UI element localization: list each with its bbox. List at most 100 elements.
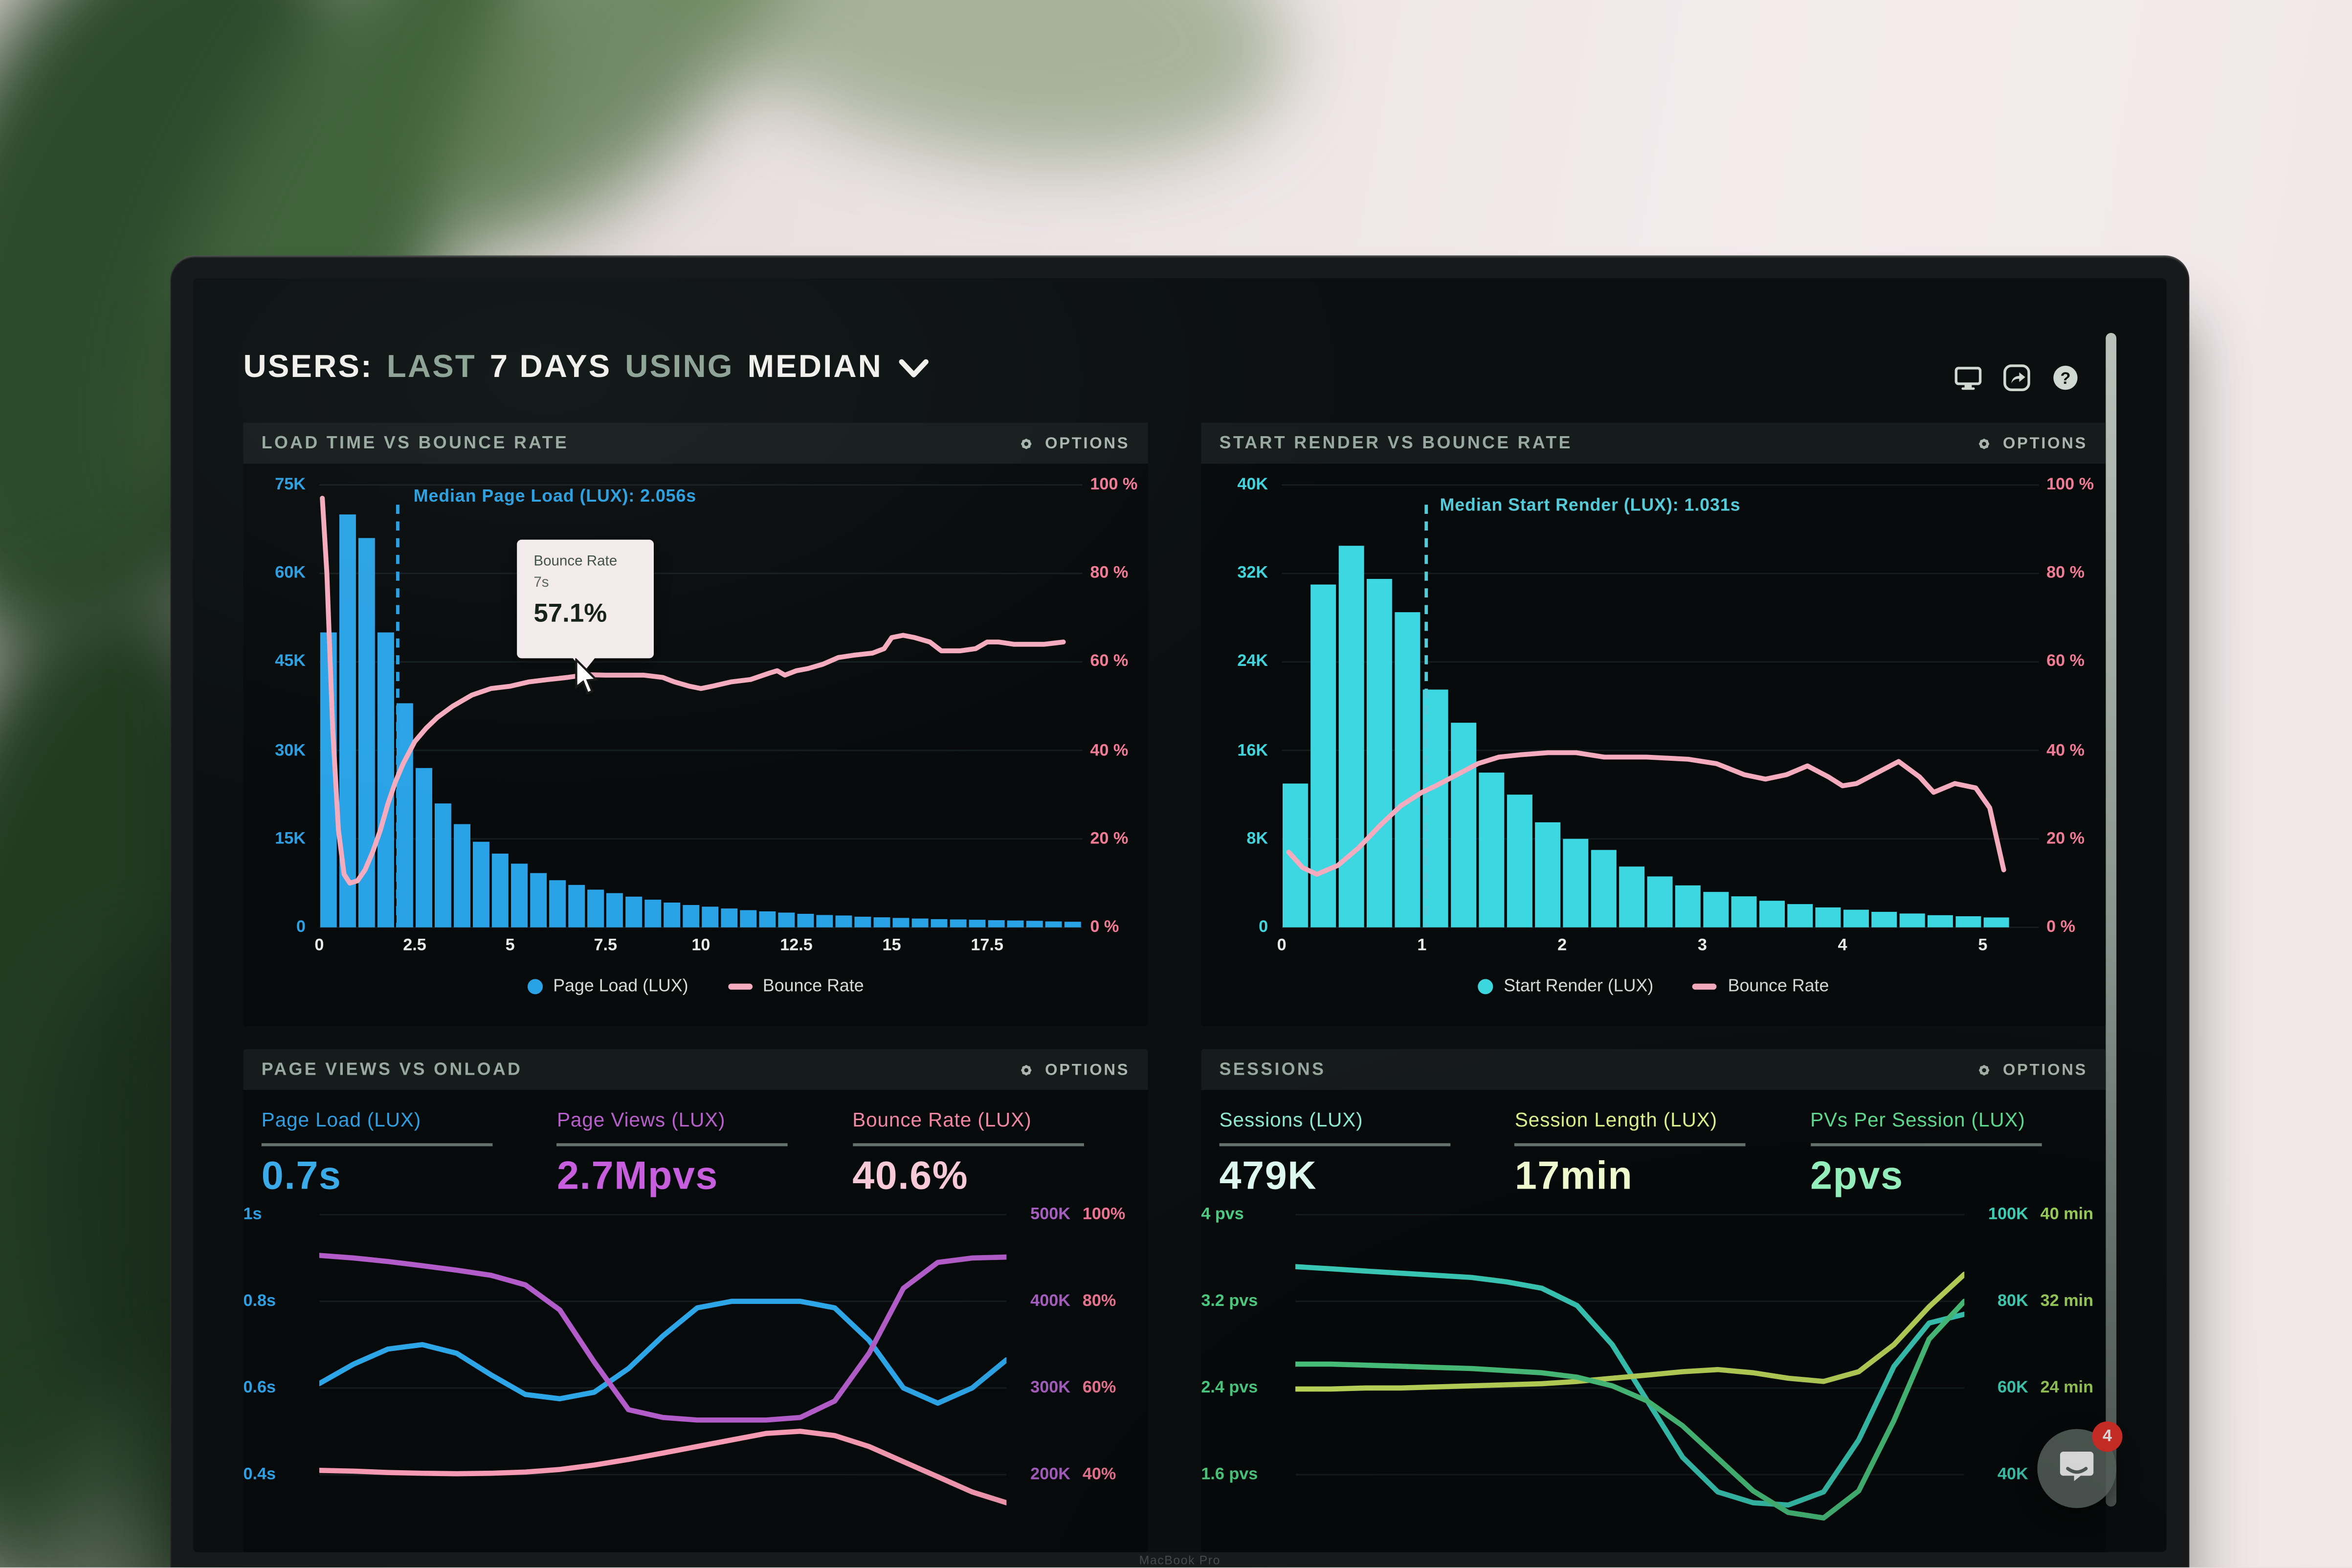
laptop-chin: MacBook Pro [193, 1552, 2167, 1568]
axis-tick-label: 2.4 pvs [1201, 1379, 1258, 1397]
y-axis-left: 75K 60K 45K 30K 15K 0 [243, 476, 319, 936]
metric-underline [261, 1143, 493, 1147]
plant-leaf-blur [629, 0, 1317, 215]
options-button[interactable]: OPTIONS [1018, 1060, 1130, 1079]
panel-load-time-vs-bounce-rate: LOAD TIME VS BOUNCE RATE OPTIONS 75K 60K 4… [243, 422, 1148, 1026]
axis-tick-label: 0.6s [243, 1379, 276, 1397]
metric-summary-row: Sessions (LUX) 479K Session Length (LUX)… [1201, 1090, 2106, 1199]
metric-summary-row: Page Load (LUX) 0.7s Page Views (LUX) 2.… [243, 1090, 1148, 1199]
axis-tick-label: 1 [1417, 936, 1427, 955]
axis-tick-label: 24 min [2040, 1379, 2094, 1397]
x-axis: 0 2.5 5 7.5 10 12.5 15 17.5 [314, 936, 1083, 967]
chart-area: 4 pvs 3.2 pvs 2.4 pvs 1.6 pvs 100K 80K 60K 40K… [1201, 1189, 2106, 1552]
legend-label: Page Load (LUX) [553, 977, 688, 996]
help-icon[interactable]: ? [2051, 363, 2080, 392]
axis-tick-label: 40 % [1090, 741, 1129, 760]
panel-page-views-vs-onload: PAGE VIEWS VS ONLOAD OPTIONS Page Load (… [243, 1049, 1148, 1552]
title-using: USING [625, 350, 734, 385]
tooltip-value: 57.1% [533, 599, 607, 628]
legend-label: Start Render (LUX) [1504, 977, 1654, 996]
axis-tick-label: 80% [1082, 1292, 1116, 1311]
metric-label: Page Load (LUX) [261, 1108, 422, 1131]
legend-dash-icon [1693, 983, 1717, 990]
header-actions: ? [1953, 363, 2080, 392]
chat-bubble-icon [2060, 1452, 2094, 1481]
axis-tick-label: 200K [1030, 1465, 1070, 1484]
panel-title: START RENDER VS BOUNCE RATE [1219, 434, 1573, 453]
options-button[interactable]: OPTIONS [1975, 434, 2087, 452]
axis-tick-label: 3.2 pvs [1201, 1292, 1258, 1311]
y-axis-right: 100 % 80 % 60 % 40 % 20 % 0 % [2039, 476, 2106, 936]
metric-value: 2pvs [1810, 1152, 1904, 1198]
options-label: OPTIONS [2003, 434, 2088, 453]
metric-underline [557, 1143, 788, 1147]
load-time-chart [319, 484, 1083, 928]
axis-tick-label: 3 [1697, 936, 1707, 955]
options-button[interactable]: OPTIONS [1975, 1060, 2087, 1079]
y-axis-right-bounce: 100% 80% 60% 40% [1076, 1189, 1148, 1552]
axis-tick-label: 40% [1082, 1465, 1116, 1484]
axis-tick-label: 80 % [2046, 564, 2085, 583]
axis-tick-label: 60K [1997, 1379, 2028, 1397]
chat-widget-button[interactable]: 4 [2037, 1421, 2123, 1508]
metric-page-load: Page Load (LUX) 0.7s [261, 1108, 557, 1200]
axis-tick-label: 0.8s [243, 1292, 276, 1311]
options-button[interactable]: OPTIONS [1018, 434, 1130, 452]
options-label: OPTIONS [2003, 1060, 2088, 1079]
axis-tick-label: 0 [1259, 918, 1268, 937]
axis-tick-label: 0 % [2046, 918, 2076, 937]
axis-tick-label: 32 min [2040, 1292, 2094, 1311]
page-scrollbar[interactable] [2106, 332, 2117, 1507]
legend-dash-icon [728, 983, 753, 990]
axis-tick-label: 5 [1978, 936, 1988, 955]
page-views-chart [319, 1214, 1007, 1505]
axis-tick-label: 60K [275, 564, 306, 583]
metric-dropdown[interactable]: MEDIAN [748, 350, 930, 386]
tooltip-x-value: 7s [533, 574, 549, 592]
axis-tick-label: 1s [243, 1205, 262, 1224]
metric-value: 17min [1514, 1152, 1633, 1198]
axis-tick-label: 10 [691, 936, 710, 955]
laptop-brand-label: MacBook Pro [1139, 1553, 1221, 1567]
panel-header: LOAD TIME VS BOUNCE RATE OPTIONS [243, 422, 1148, 464]
legend-item-page-load[interactable]: Page Load (LUX) [527, 977, 688, 996]
panel-title: SESSIONS [1219, 1060, 1326, 1079]
axis-tick-label: 15K [275, 830, 306, 848]
axis-tick-label: 4 [1838, 936, 1847, 955]
axis-tick-label: 8K [1246, 830, 1268, 848]
axis-tick-label: 60 % [1090, 653, 1129, 671]
svg-text:?: ? [2060, 369, 2070, 388]
metric-pvs-per-session: PVs Per Session (LUX) 2pvs [1810, 1108, 2106, 1200]
display-icon[interactable] [1953, 363, 1982, 392]
options-label: OPTIONS [1045, 1060, 1130, 1079]
panel-sessions: SESSIONS OPTIONS Sessions (LUX) [1201, 1049, 2106, 1552]
legend: Start Render (LUX) Bounce Rate [1201, 977, 2106, 996]
metric-underline [1219, 1143, 1451, 1147]
legend-item-bounce-rate[interactable]: Bounce Rate [1693, 977, 1829, 996]
axis-tick-label: 60 % [2046, 653, 2085, 671]
axis-tick-label: 80K [1997, 1292, 2028, 1311]
axis-tick-label: 300K [1030, 1379, 1070, 1397]
dashboard-screen: USERS: LAST 7 DAYS USING MEDIAN [193, 278, 2167, 1552]
share-icon[interactable] [2002, 363, 2031, 392]
axis-tick-label: 45K [275, 653, 306, 671]
legend-item-start-render[interactable]: Start Render (LUX) [1478, 977, 1654, 996]
y-axis-right-views: 500K 400K 300K 200K [1006, 1189, 1073, 1552]
metric-value: 40.6% [852, 1152, 969, 1198]
tooltip: Bounce Rate 7s 57.1% [517, 539, 654, 672]
axis-tick-label: 40K [1237, 476, 1268, 494]
legend-item-bounce-rate[interactable]: Bounce Rate [728, 977, 864, 996]
gear-icon [1979, 438, 1990, 448]
chart-area: 75K 60K 45K 30K 15K 0 Median Page Load (LUX):… [243, 476, 1148, 936]
page-views-plot [319, 1189, 1007, 1552]
sessions-plot [1295, 1189, 1965, 1552]
axis-tick-label: 1.6 pvs [1201, 1465, 1258, 1484]
legend: Page Load (LUX) Bounce Rate [243, 977, 1148, 996]
metric-value: 2.7Mpvs [557, 1152, 718, 1198]
metric-page-views: Page Views (LUX) 2.7Mpvs [557, 1108, 852, 1200]
sessions-chart [1295, 1214, 1965, 1521]
gear-icon [1979, 1064, 1990, 1075]
metric-label: Page Views (LUX) [557, 1108, 726, 1131]
axis-tick-label: 16K [1237, 741, 1268, 760]
